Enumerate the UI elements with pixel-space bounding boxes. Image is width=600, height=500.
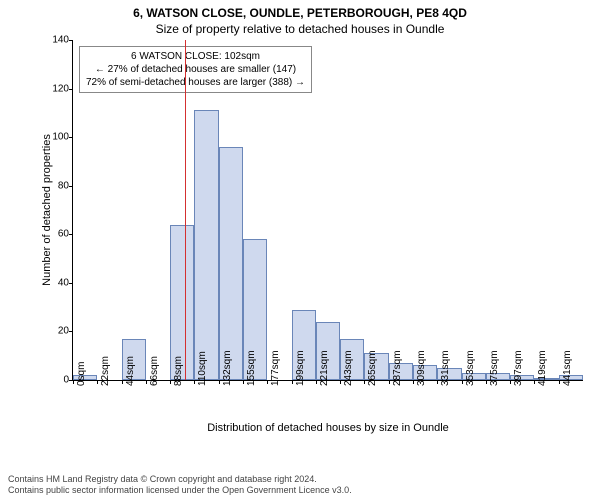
footer-attribution: Contains HM Land Registry data © Crown c…	[8, 474, 352, 496]
annot-line-2: ← 27% of detached houses are smaller (14…	[86, 63, 305, 76]
x-tick-label: 441sqm	[562, 350, 573, 386]
x-tick-label: 243sqm	[343, 350, 354, 386]
footer-line-2: Contains public sector information licen…	[8, 485, 352, 496]
x-tick-mark	[437, 380, 438, 384]
x-tick-mark	[122, 380, 123, 384]
y-axis-label: Number of detached properties	[41, 134, 53, 286]
x-tick-mark	[534, 380, 535, 384]
y-tick-mark	[69, 89, 73, 90]
x-tick-mark	[97, 380, 98, 384]
y-tick-mark	[69, 137, 73, 138]
x-tick-label: 0sqm	[76, 362, 87, 386]
annot-line-1: 6 WATSON CLOSE: 102sqm	[86, 50, 305, 63]
chart-title-main: 6, WATSON CLOSE, OUNDLE, PETERBOROUGH, P…	[0, 0, 600, 20]
x-tick-label: 287sqm	[392, 350, 403, 386]
x-tick-label: 110sqm	[197, 351, 208, 386]
y-tick-mark	[69, 234, 73, 235]
y-tick-mark	[69, 40, 73, 41]
annotation-box: 6 WATSON CLOSE: 102sqm ← 27% of detached…	[79, 46, 312, 93]
chart-container: Number of detached properties Distributi…	[42, 40, 590, 430]
x-tick-mark	[243, 380, 244, 384]
footer-line-1: Contains HM Land Registry data © Crown c…	[8, 474, 352, 485]
x-tick-label: 22sqm	[100, 356, 111, 386]
x-tick-mark	[486, 380, 487, 384]
x-tick-mark	[413, 380, 414, 384]
x-tick-label: 353sqm	[465, 350, 476, 386]
x-tick-mark	[194, 380, 195, 384]
x-tick-mark	[510, 380, 511, 384]
histogram-bar	[194, 110, 218, 380]
x-tick-mark	[267, 380, 268, 384]
x-tick-mark	[170, 380, 171, 384]
x-tick-label: 309sqm	[416, 350, 427, 386]
x-tick-label: 66sqm	[149, 356, 160, 386]
x-tick-mark	[559, 380, 560, 384]
reference-marker-line	[185, 40, 186, 380]
x-tick-label: 44sqm	[125, 356, 136, 386]
x-tick-mark	[364, 380, 365, 384]
x-tick-label: 132sqm	[222, 350, 233, 386]
x-axis-label: Distribution of detached houses by size …	[207, 422, 449, 434]
x-tick-mark	[146, 380, 147, 384]
x-tick-label: 331sqm	[440, 350, 451, 386]
x-tick-mark	[340, 380, 341, 384]
x-tick-mark	[462, 380, 463, 384]
x-tick-label: 177sqm	[270, 350, 281, 386]
x-tick-label: 397sqm	[513, 350, 524, 386]
x-tick-mark	[389, 380, 390, 384]
y-tick-mark	[69, 331, 73, 332]
x-tick-label: 375sqm	[489, 350, 500, 386]
x-tick-label: 221sqm	[319, 350, 330, 386]
y-tick-mark	[69, 186, 73, 187]
x-tick-mark	[316, 380, 317, 384]
x-tick-label: 199sqm	[295, 350, 306, 386]
chart-title-sub: Size of property relative to detached ho…	[0, 20, 600, 36]
histogram-bar	[219, 147, 243, 380]
x-tick-mark	[219, 380, 220, 384]
x-tick-label: 419sqm	[537, 350, 548, 386]
x-tick-label: 155sqm	[246, 350, 257, 386]
plot-area: Number of detached properties Distributi…	[72, 40, 583, 381]
annot-line-3: 72% of semi-detached houses are larger (…	[86, 76, 305, 89]
y-tick-mark	[69, 283, 73, 284]
x-tick-label: 88sqm	[173, 356, 184, 386]
x-tick-mark	[73, 380, 74, 384]
x-tick-mark	[292, 380, 293, 384]
x-tick-label: 265sqm	[367, 350, 378, 386]
